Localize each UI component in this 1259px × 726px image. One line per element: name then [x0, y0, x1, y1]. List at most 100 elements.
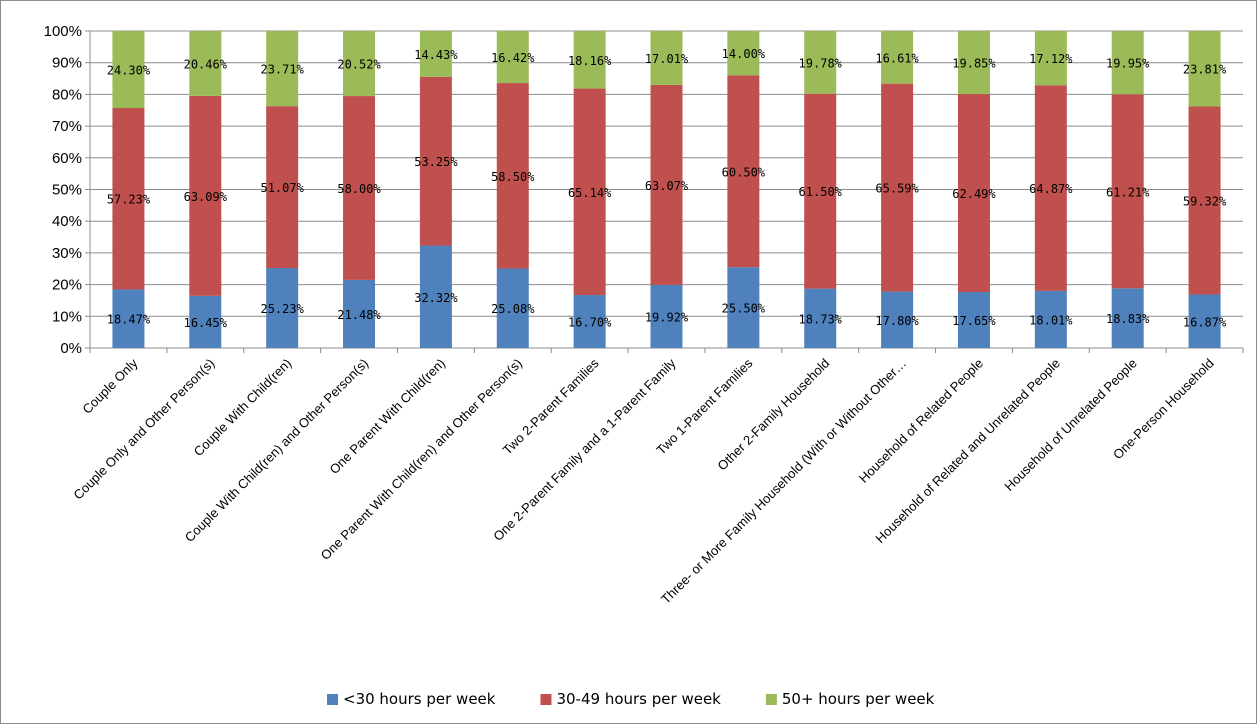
- data-label: 64.87%: [1029, 182, 1073, 196]
- legend-item: <30 hours per week: [327, 690, 496, 708]
- bar-segment: [727, 31, 760, 76]
- bars: [112, 30, 1221, 348]
- category-label: One 2-Parent Family and a 1-Parent Famil…: [490, 355, 679, 544]
- data-labels: 18.47% 57.23% 24.30% 16.45% 63.09% 20.46% 25.2…: [107, 47, 1227, 330]
- data-label: 59.32%: [1183, 194, 1227, 208]
- bar-segment: [1111, 31, 1144, 95]
- data-label: 23.71%: [260, 63, 304, 77]
- bar-segment: [573, 295, 606, 348]
- category-label: Couple Only and Other Person(s): [70, 356, 217, 503]
- y-tick-label: 40%: [52, 213, 82, 230]
- bar-segment: [881, 31, 914, 84]
- data-label: 63.09%: [184, 190, 228, 204]
- bar-segment: [419, 245, 452, 348]
- data-label: 19.92%: [645, 310, 689, 324]
- bar-segment: [804, 93, 837, 289]
- bar-segment: [573, 88, 606, 296]
- data-label: 23.81%: [1183, 63, 1227, 77]
- data-label: 18.83%: [1106, 312, 1150, 326]
- bar-segment: [1111, 288, 1144, 348]
- legend-label: 30-49 hours per week: [556, 690, 721, 708]
- bar-segment: [266, 30, 299, 107]
- bar-segment: [881, 291, 914, 348]
- data-label: 17.65%: [952, 314, 996, 328]
- legend-swatch: [327, 694, 338, 705]
- bar-segment: [189, 31, 222, 96]
- bar-segment: [957, 31, 990, 94]
- y-tick-label: 100%: [44, 23, 82, 40]
- category-label: Household of Related People: [856, 356, 986, 486]
- y-tick-label: 20%: [52, 277, 82, 294]
- data-label: 63.07%: [645, 179, 689, 193]
- bar-segment: [573, 31, 606, 89]
- legend-item: 30-49 hours per week: [540, 690, 721, 708]
- bar-segment: [1034, 290, 1067, 348]
- data-label: 32.32%: [414, 291, 458, 305]
- data-label: 25.50%: [722, 302, 766, 316]
- data-label: 65.14%: [568, 186, 612, 200]
- bar-segment: [650, 284, 683, 348]
- data-label: 57.23%: [107, 193, 151, 207]
- data-label: 14.00%: [722, 47, 766, 61]
- data-label: 58.00%: [337, 182, 381, 196]
- bar-segment: [189, 295, 222, 348]
- y-tick-label: 70%: [52, 118, 82, 135]
- data-label: 51.07%: [260, 181, 304, 195]
- data-label: 18.16%: [568, 54, 612, 68]
- data-label: 20.52%: [337, 58, 381, 72]
- bar-segment: [650, 84, 683, 285]
- legend-label: 50+ hours per week: [782, 690, 935, 708]
- data-label: 58.50%: [491, 170, 535, 184]
- bar-segment: [1034, 85, 1067, 291]
- y-tick-label: 60%: [52, 150, 82, 167]
- legend-item: 50+ hours per week: [765, 690, 935, 708]
- bar-segment: [804, 288, 837, 348]
- bar-segment: [1034, 31, 1067, 86]
- y-tick-label: 90%: [52, 55, 82, 72]
- data-label: 18.47%: [107, 313, 151, 327]
- data-label: 18.73%: [799, 312, 843, 326]
- bar-segment: [343, 31, 376, 97]
- bar-segment: [496, 83, 529, 269]
- data-label: 16.61%: [875, 51, 919, 65]
- data-label: 16.87%: [1183, 315, 1227, 329]
- y-tick-label: 50%: [52, 182, 82, 199]
- data-label: 61.50%: [799, 185, 843, 199]
- category-label: Couple Only: [79, 355, 141, 417]
- data-label: 53.25%: [414, 155, 458, 169]
- bar-segment: [804, 30, 837, 94]
- data-label: 14.43%: [414, 48, 458, 62]
- data-label: 20.46%: [184, 57, 228, 71]
- bar-segment: [1188, 106, 1221, 295]
- data-label: 18.01%: [1029, 313, 1073, 327]
- y-tick-label: 80%: [52, 86, 82, 103]
- data-label: 62.49%: [952, 187, 996, 201]
- legend-swatch: [765, 694, 777, 705]
- data-label: 16.42%: [491, 51, 535, 65]
- bar-segment: [343, 279, 376, 348]
- bar-segment: [112, 31, 145, 109]
- bar-segment: [343, 96, 376, 280]
- category-label: Household of Unrelated People: [1001, 356, 1139, 494]
- y-tick-label: 0%: [60, 340, 82, 357]
- data-label: 19.85%: [952, 56, 996, 70]
- data-label: 16.70%: [568, 316, 612, 330]
- bar-segment: [1188, 31, 1221, 107]
- bar-segment: [1111, 94, 1144, 289]
- bar-segment: [957, 292, 990, 348]
- legend-swatch: [540, 694, 552, 705]
- data-label: 21.48%: [337, 308, 381, 322]
- y-tick-label: 30%: [52, 245, 82, 262]
- data-label: 25.08%: [491, 302, 535, 316]
- bar-segment: [1188, 294, 1221, 348]
- legend: <30 hours per week 30-49 hours per week 50…: [327, 690, 935, 708]
- data-label: 17.80%: [875, 314, 919, 328]
- data-label: 25.23%: [260, 302, 304, 316]
- bar-segment: [266, 268, 299, 348]
- data-label: 19.95%: [1106, 57, 1150, 71]
- bar-segment: [419, 31, 452, 77]
- bar-segment: [266, 106, 299, 269]
- bar-segment: [496, 268, 529, 348]
